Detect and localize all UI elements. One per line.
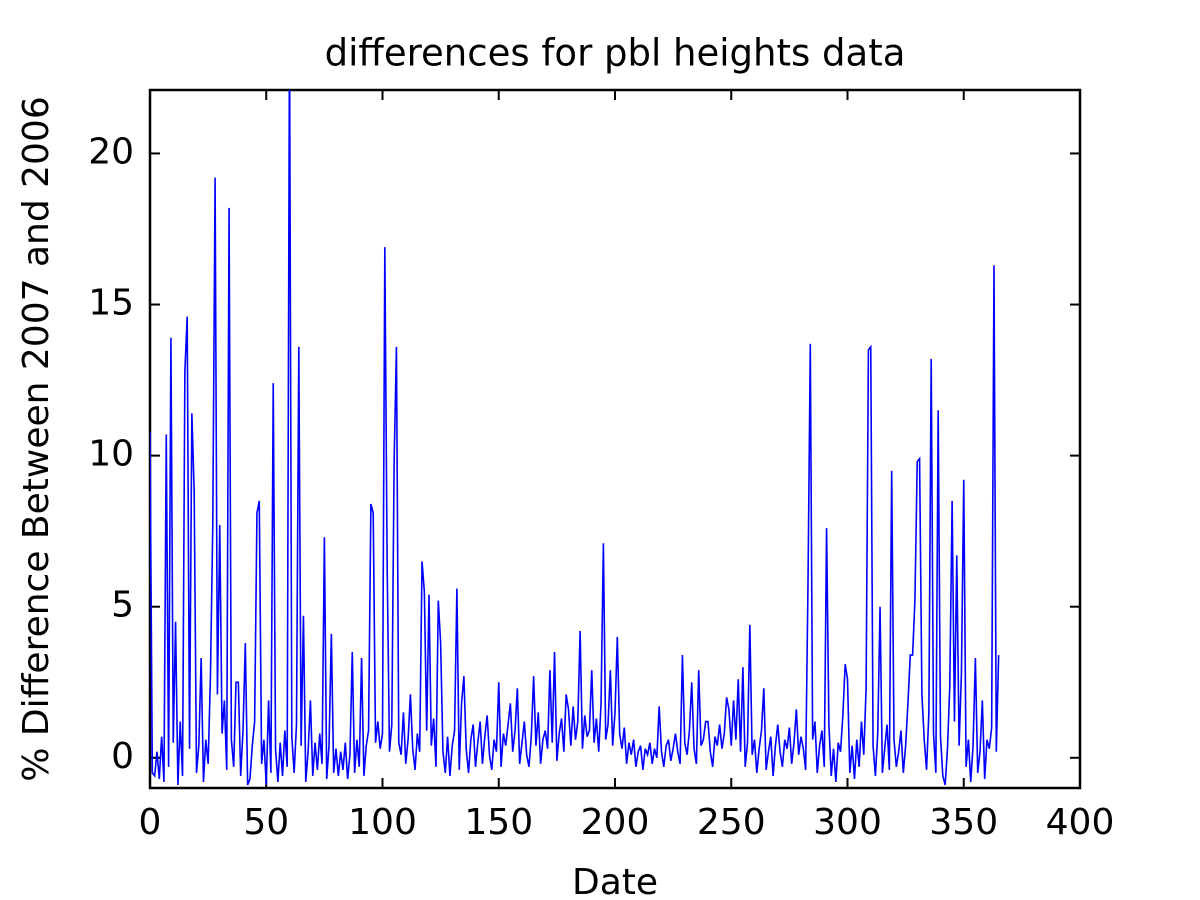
x-tick-label: 350 xyxy=(929,802,998,843)
y-tick-label: 15 xyxy=(88,283,134,324)
x-tick-label: 250 xyxy=(697,802,766,843)
y-tick-label: 10 xyxy=(88,434,134,475)
x-tick-label: 150 xyxy=(464,802,533,843)
y-tick-label: 5 xyxy=(111,585,134,626)
y-axis-label: % Difference Between 2007 and 2006 xyxy=(16,96,57,782)
x-tick-label: 100 xyxy=(348,802,417,843)
y-tick-label: 20 xyxy=(88,131,134,172)
chart-title: differences for pbl heights data xyxy=(325,32,906,75)
y-tick-label: 0 xyxy=(111,736,134,777)
x-tick-label: 50 xyxy=(243,802,289,843)
x-tick-label: 300 xyxy=(813,802,882,843)
data-line xyxy=(150,90,1000,786)
x-tick-label: 0 xyxy=(139,802,162,843)
x-tick-label: 200 xyxy=(581,802,650,843)
x-axis-label: Date xyxy=(572,862,658,900)
x-tick-label: 400 xyxy=(1046,802,1115,843)
